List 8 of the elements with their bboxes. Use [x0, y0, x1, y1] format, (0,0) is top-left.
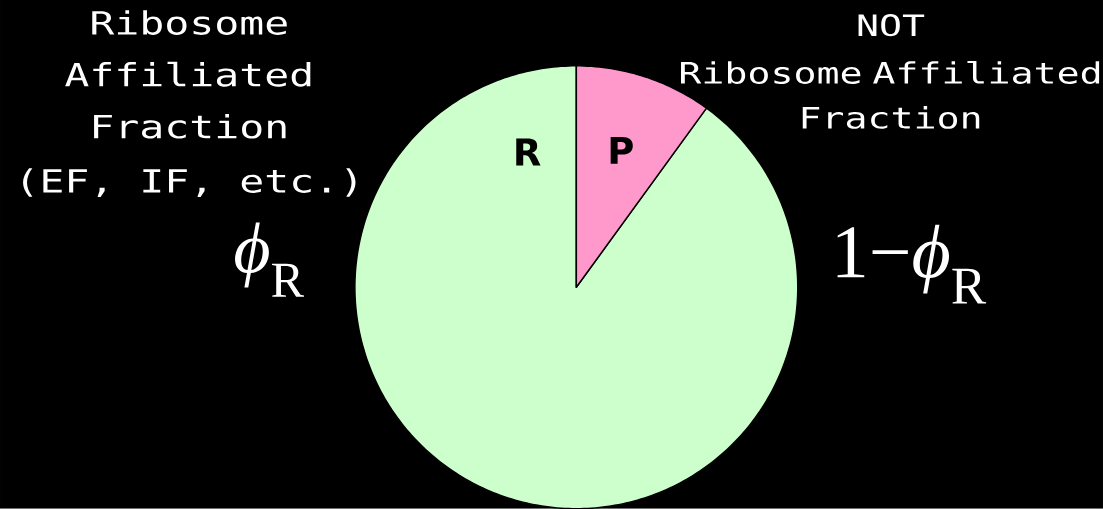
- text: NOT: [858, 14, 925, 37]
- text: (EF, IF, etc.): [23, 168, 356, 198]
- slice-label: R: [516, 138, 541, 166]
- text: Ribosome Affiliated Fraction: [65, 10, 311, 139]
- text: Ribosome Affiliated Fraction: [681, 61, 1100, 130]
- slice-label: P: [610, 137, 633, 164]
- text: ϕ$_{R}$: [235, 222, 305, 297]
- text: 1−ϕ$_{R}$: [837, 224, 987, 304]
